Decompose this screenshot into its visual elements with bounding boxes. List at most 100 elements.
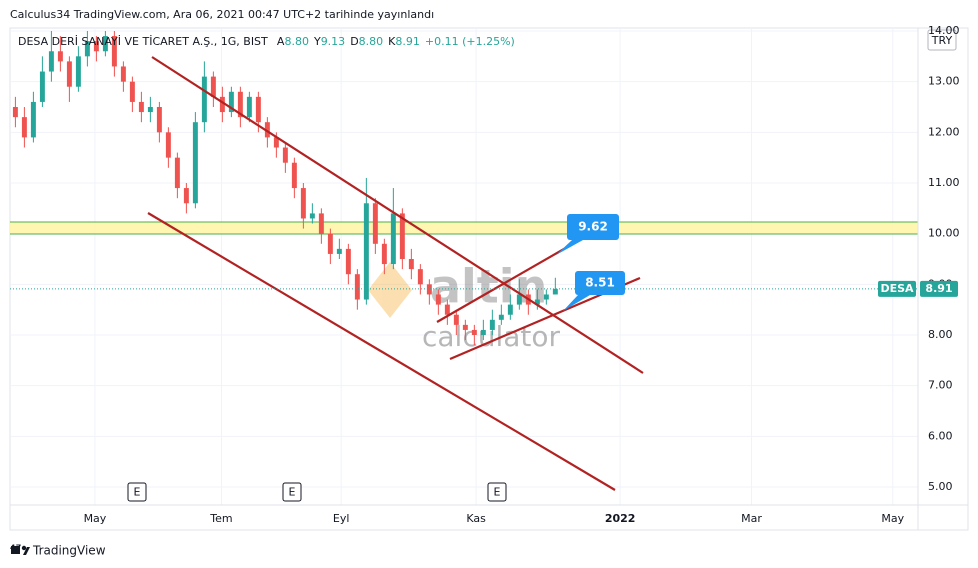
candle-body bbox=[120, 66, 126, 82]
candle-body bbox=[498, 314, 504, 320]
candle-body bbox=[507, 304, 513, 315]
legend-key: Y bbox=[313, 35, 321, 48]
candle-body bbox=[300, 188, 306, 219]
footer-logo bbox=[21, 545, 27, 551]
candle-body bbox=[471, 329, 477, 336]
callout-box bbox=[575, 271, 625, 295]
candle-body bbox=[156, 106, 162, 133]
candle-body bbox=[12, 106, 18, 118]
x-tick-label: May bbox=[881, 512, 904, 525]
candle-body bbox=[210, 76, 216, 97]
x-tick-label: Eyl bbox=[333, 512, 350, 525]
y-tick-label: 11.00 bbox=[928, 176, 960, 189]
callout: 9.62 bbox=[556, 214, 619, 255]
candle-body bbox=[516, 294, 522, 305]
legend-value: 8.80 bbox=[284, 35, 309, 48]
candle-body bbox=[129, 81, 135, 102]
x-tick-label: May bbox=[84, 512, 107, 525]
candle-body bbox=[183, 188, 189, 204]
trend-lines bbox=[147, 56, 644, 491]
candle-body bbox=[30, 101, 36, 138]
callout-pointer bbox=[556, 240, 583, 255]
event-label: E bbox=[134, 486, 141, 499]
legend-change: +0.11 (+1.25%) bbox=[425, 35, 515, 48]
candle-body bbox=[57, 51, 63, 62]
candle-body bbox=[381, 243, 387, 265]
candle-body bbox=[435, 294, 441, 305]
zone bbox=[10, 222, 918, 234]
event-marker bbox=[282, 482, 302, 502]
candle-body bbox=[489, 319, 495, 330]
candle-body bbox=[552, 288, 558, 295]
symbol-title: DESA DERİ SANAYİ VE TİCARET A.Ş., 1G, BI… bbox=[18, 35, 268, 48]
event-label: E bbox=[289, 486, 296, 499]
candle-body bbox=[417, 269, 423, 285]
y-tick-label: 7.00 bbox=[928, 379, 953, 392]
watermark-logo bbox=[368, 262, 412, 318]
candle-body bbox=[390, 213, 396, 265]
legend-value: 9.13 bbox=[321, 35, 346, 48]
x-tick-label: Mar bbox=[741, 512, 762, 525]
ticker-tag bbox=[878, 280, 916, 297]
legend-value: 8.80 bbox=[359, 35, 384, 48]
callout: 8.51 bbox=[563, 271, 625, 311]
candle-body bbox=[201, 76, 207, 123]
candle-body bbox=[453, 314, 459, 325]
trend-line bbox=[151, 56, 644, 374]
candle-body bbox=[219, 96, 225, 113]
candle-body bbox=[363, 203, 369, 300]
x-tick-label: Kas bbox=[466, 512, 486, 525]
event-marker bbox=[127, 482, 147, 502]
candle-body bbox=[534, 299, 540, 305]
y-tick-label: 13.00 bbox=[928, 75, 960, 88]
candle-body bbox=[318, 213, 324, 234]
candle-body bbox=[408, 259, 414, 270]
candle-body bbox=[327, 233, 333, 254]
callout-text: 8.51 bbox=[585, 276, 615, 290]
candle-body bbox=[228, 91, 234, 113]
candle-body bbox=[138, 101, 144, 113]
footer-logo bbox=[23, 547, 30, 555]
event-label: E bbox=[494, 486, 501, 499]
candle-body bbox=[345, 248, 351, 275]
candle-body bbox=[174, 157, 180, 189]
candle-body bbox=[273, 137, 279, 148]
trend-line bbox=[436, 237, 584, 323]
candle-body bbox=[84, 41, 90, 57]
footer: ⁴⁷ TradingView bbox=[10, 544, 106, 559]
price-tag bbox=[920, 280, 958, 297]
candle-body bbox=[309, 213, 315, 219]
candle-body bbox=[111, 36, 117, 67]
candle-body bbox=[399, 213, 405, 260]
candle-body bbox=[291, 162, 297, 189]
candle-body bbox=[147, 106, 153, 113]
y-tick-label: 10.00 bbox=[928, 227, 960, 240]
candle-body bbox=[66, 61, 72, 87]
legend-value: 8.91 bbox=[395, 35, 420, 48]
footer-logo bbox=[11, 546, 20, 554]
candle-body bbox=[462, 324, 468, 330]
price-tag-text: 8.91 bbox=[925, 282, 952, 295]
callout-box bbox=[567, 214, 619, 240]
candle-body bbox=[21, 117, 27, 138]
candle-body bbox=[39, 71, 45, 102]
candle-body bbox=[282, 147, 288, 163]
event-marker bbox=[487, 482, 507, 502]
frame bbox=[9, 27, 969, 531]
y-tick-label: 5.00 bbox=[928, 480, 953, 493]
candle-body bbox=[237, 91, 243, 118]
candle-body bbox=[372, 203, 378, 244]
candle-body bbox=[192, 122, 198, 204]
candle-body bbox=[75, 56, 81, 87]
x-tick-label: Tem bbox=[209, 512, 232, 525]
candle-body bbox=[264, 122, 270, 138]
candle-body bbox=[543, 294, 549, 300]
callout-text: 9.62 bbox=[578, 220, 608, 234]
candle-body bbox=[93, 41, 99, 52]
currency: TRY bbox=[931, 34, 953, 47]
callout-pointer bbox=[563, 295, 590, 311]
candle-body bbox=[444, 304, 450, 315]
x-tick-label: 2022 bbox=[605, 512, 636, 525]
